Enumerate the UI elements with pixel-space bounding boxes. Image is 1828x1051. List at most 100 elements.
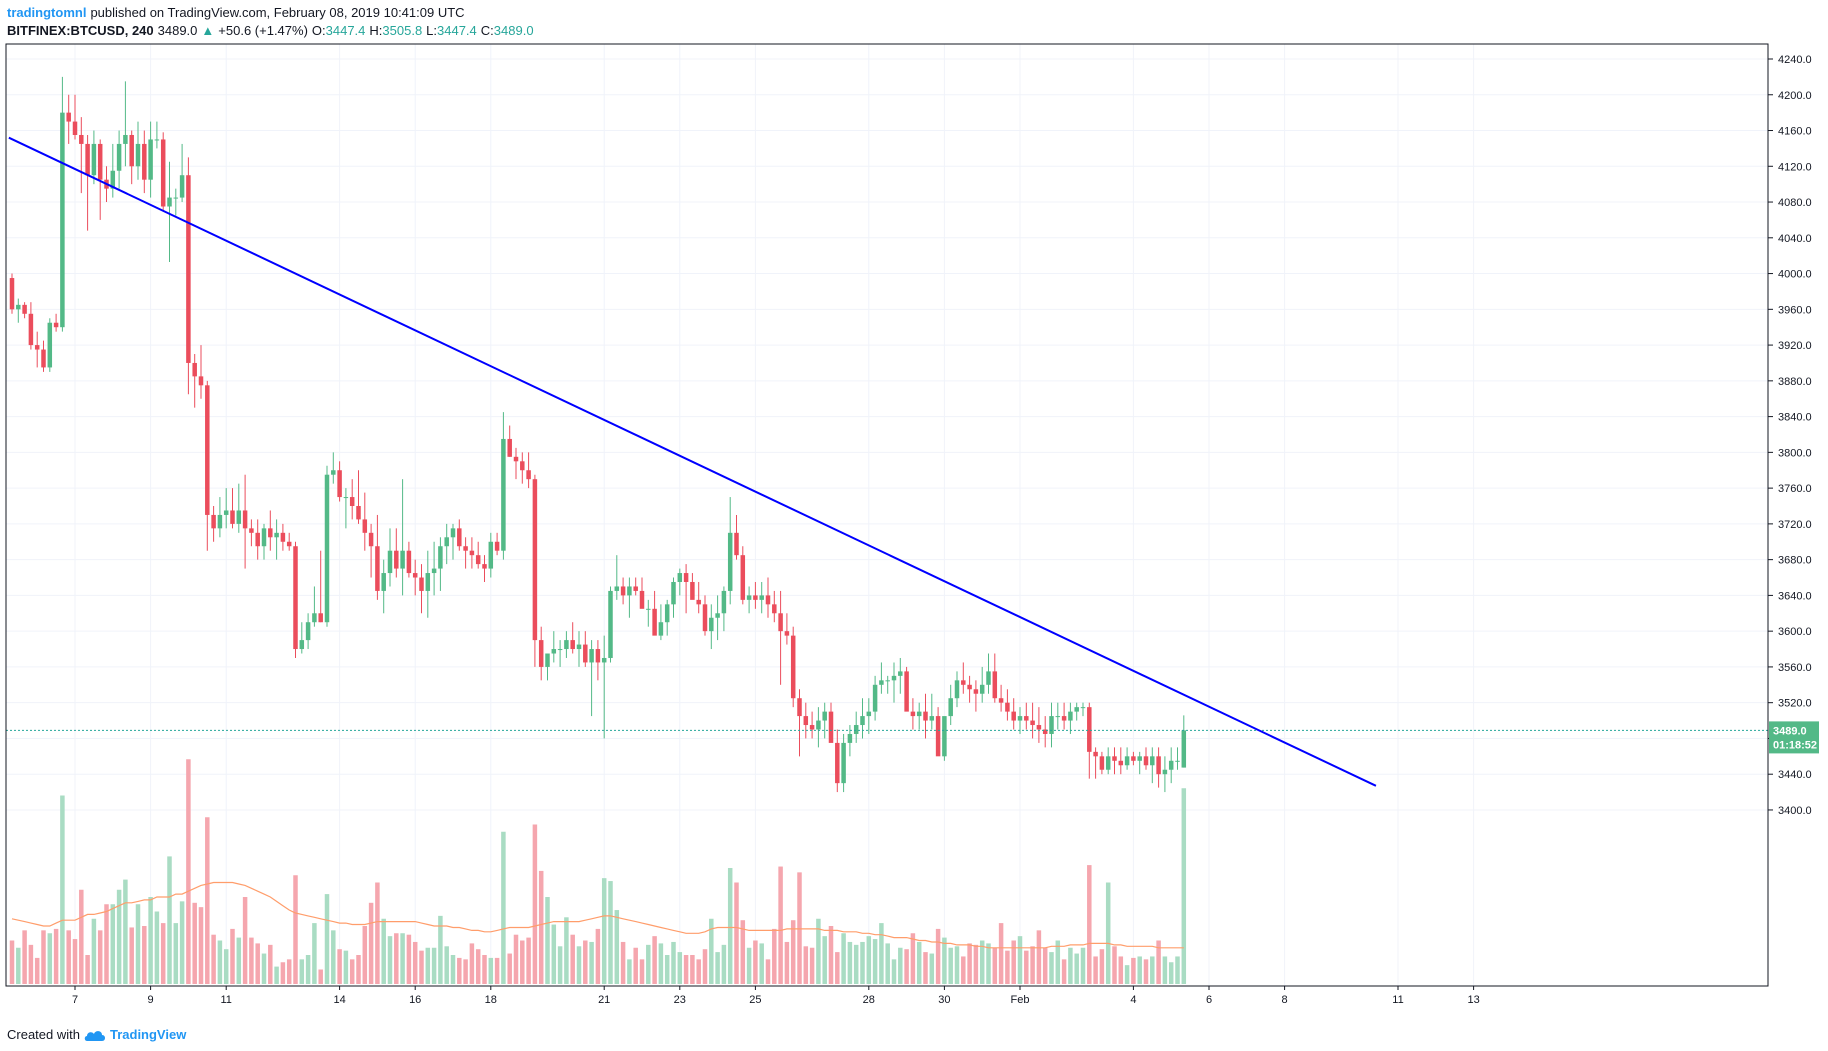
candle-body: [1137, 756, 1142, 761]
volume-bar: [192, 902, 197, 984]
volume-bar: [620, 941, 626, 984]
low-value: 3447.4: [437, 23, 477, 38]
candle: [1143, 747, 1149, 770]
candle: [753, 581, 758, 609]
candle: [822, 702, 827, 739]
candle-body: [381, 573, 386, 591]
time-axis: 7 9 11 14 16 18 21 23 25 28 30 Feb 4 6 8 11 13: [72, 986, 1480, 1006]
candle-body: [715, 613, 720, 618]
candle: [1118, 747, 1124, 775]
volume-bar: [879, 923, 884, 984]
candle-body: [583, 644, 588, 663]
candle-body: [1087, 707, 1092, 752]
candle: [1042, 716, 1048, 748]
volume-bar: [690, 955, 695, 984]
candle-body: [22, 304, 27, 314]
candle-body: [349, 497, 355, 506]
candle: [1150, 747, 1155, 784]
candle: [66, 94, 71, 144]
candle: [885, 675, 890, 694]
y-tick-label: 3520.0: [1778, 698, 1812, 710]
candle: [28, 302, 34, 350]
candle-body: [658, 622, 664, 636]
volume-bar: [1181, 788, 1187, 984]
candle: [318, 550, 323, 623]
publish-line: tradingtomnl published on TradingView.co…: [7, 4, 534, 22]
volume-bar: [1036, 930, 1042, 984]
candle: [935, 707, 941, 757]
candle-body: [450, 528, 456, 538]
volume-bar: [891, 959, 897, 984]
tradingview-brand[interactable]: TradingView: [109, 1027, 187, 1042]
high-value: 3505.8: [382, 23, 423, 38]
volume-bar: [526, 937, 531, 984]
y-tick-label: 3640.0: [1778, 590, 1812, 602]
candle-body: [639, 590, 645, 609]
y-tick-label: 3560.0: [1778, 662, 1812, 674]
candle: [557, 640, 563, 667]
candle-body: [721, 590, 727, 614]
author-link[interactable]: tradingtomnl: [7, 5, 87, 20]
volume-bar: [331, 930, 336, 984]
candle-body: [444, 537, 449, 547]
candle-body: [664, 604, 670, 623]
volume-bar: [324, 894, 330, 984]
candle: [532, 474, 538, 667]
candle: [356, 470, 361, 524]
candle: [639, 577, 645, 609]
price-axis: 4240.0 4200.0 4160.0 4120.0 4080.0 4040.0 4000…: [1768, 54, 1812, 817]
candle-body: [778, 613, 783, 632]
candle: [847, 725, 853, 757]
volume-bar: [627, 959, 632, 984]
candle: [1017, 707, 1023, 734]
candle: [205, 380, 210, 551]
volume-bar: [450, 955, 456, 984]
volume-bar: [898, 947, 903, 984]
candle-body: [891, 675, 897, 681]
candle: [450, 523, 456, 560]
candle-body: [356, 506, 361, 520]
volume-bar: [740, 920, 746, 984]
symbol-label[interactable]: BITFINEX:BTCUSD, 240: [7, 23, 154, 38]
volume-bar: [872, 939, 878, 984]
candle: [601, 635, 607, 739]
candle-body: [192, 362, 197, 377]
candle-body: [557, 649, 563, 651]
volume-bar: [406, 934, 412, 984]
candle-body: [948, 698, 953, 717]
y-tick-label: 4080.0: [1778, 197, 1812, 209]
candle: [110, 143, 116, 198]
candle: [242, 474, 248, 569]
candle-body: [841, 742, 846, 784]
candle-body: [110, 170, 116, 189]
volume-bars: [9, 759, 1187, 984]
candle-body: [331, 470, 336, 475]
candle-body: [47, 322, 53, 368]
candle: [677, 568, 683, 596]
candle: [255, 519, 260, 560]
volume-bar: [1042, 947, 1048, 984]
candle-body: [620, 586, 626, 596]
candle-body: [809, 725, 815, 730]
candle: [85, 134, 90, 231]
candle-body: [1080, 707, 1086, 709]
candle-body: [34, 345, 40, 350]
candle-body: [904, 671, 909, 712]
volume-bar: [576, 946, 582, 984]
candle: [614, 555, 620, 600]
volume-bar: [753, 940, 758, 984]
candle: [400, 479, 405, 596]
volume-bar: [1112, 946, 1117, 984]
candle-body: [690, 581, 695, 600]
candle: [482, 555, 487, 582]
candle-body: [135, 143, 141, 167]
volume-bar: [646, 944, 651, 984]
volume-bar: [249, 937, 254, 984]
candle-body: [494, 541, 500, 551]
candle-body: [1074, 707, 1079, 712]
candle-body: [186, 175, 191, 363]
candle-body: [816, 720, 821, 730]
candle: [690, 573, 695, 600]
volume-bar: [671, 941, 676, 984]
